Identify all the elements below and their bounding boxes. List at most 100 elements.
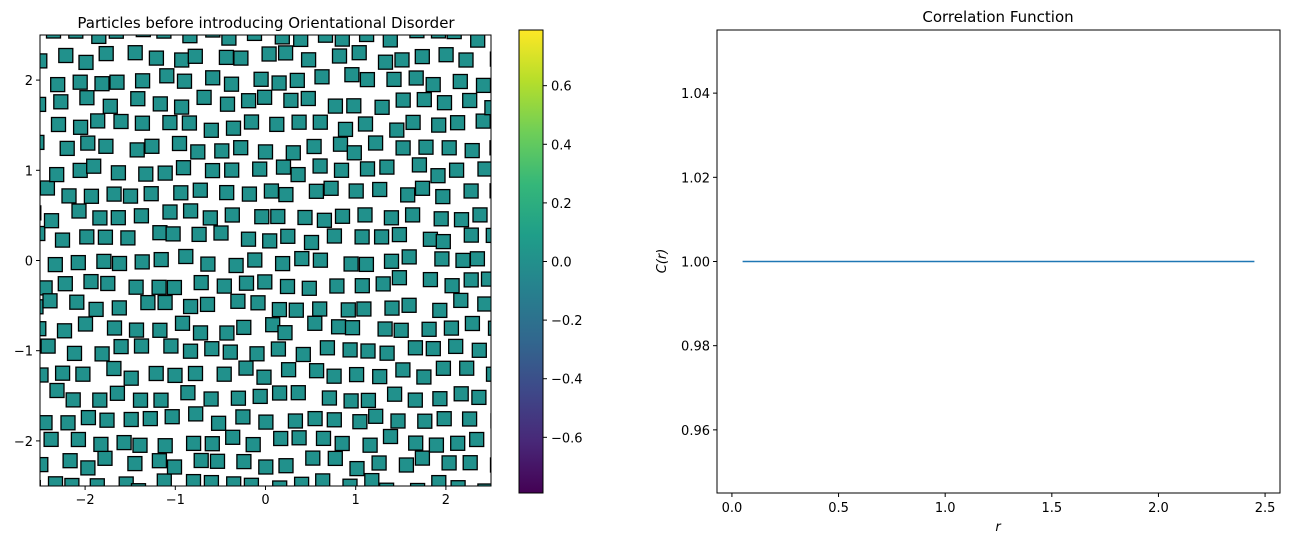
particle-marker <box>488 10 502 24</box>
particle-marker <box>157 165 173 181</box>
particle-marker <box>434 251 450 267</box>
particle-marker <box>395 92 411 108</box>
particle-marker <box>106 186 122 202</box>
particle-marker <box>290 166 306 183</box>
particle-marker <box>271 385 288 401</box>
particle-marker <box>214 143 230 159</box>
colorbar-tick-label: 0.2 <box>551 197 572 212</box>
particle-marker <box>289 72 305 89</box>
particle-marker <box>236 505 250 519</box>
particle-marker <box>143 186 159 202</box>
particle-marker <box>272 480 288 486</box>
particle-marker <box>122 188 139 204</box>
particle-marker <box>458 52 474 68</box>
particle-marker <box>110 210 126 226</box>
particle-marker <box>258 414 274 430</box>
particle-marker <box>173 99 190 115</box>
particle-marker <box>431 474 447 486</box>
particle-marker <box>314 69 330 85</box>
particle-marker <box>175 160 192 176</box>
particle-marker <box>269 116 285 133</box>
correlation-x-label: r <box>995 520 1002 535</box>
particle-marker <box>430 35 447 39</box>
particle-marker <box>450 480 466 486</box>
particle-marker <box>435 188 451 205</box>
correlation-x-tick-label: 1.5 <box>1041 501 1062 516</box>
particle-marker <box>224 162 240 178</box>
particle-marker <box>489 51 491 67</box>
particle-marker <box>123 370 139 386</box>
particle-marker <box>371 497 385 511</box>
particle-marker <box>127 455 143 472</box>
colorbar-tick-label: 0.4 <box>551 138 572 153</box>
particle-marker <box>127 45 143 61</box>
particle-marker <box>312 301 328 317</box>
particle-marker <box>111 255 128 272</box>
particle-marker <box>265 317 281 333</box>
particle-marker <box>462 455 478 471</box>
particle-marker <box>204 162 221 179</box>
particle-marker <box>233 50 249 66</box>
particle-marker <box>113 338 129 355</box>
particle-marker <box>448 338 464 355</box>
particle-marker <box>308 363 325 379</box>
particle-marker <box>178 248 194 265</box>
particle-marker <box>356 301 372 317</box>
particle-marker <box>40 321 47 337</box>
particle-marker <box>181 115 198 131</box>
particle-marker <box>192 182 208 198</box>
particle-marker <box>11 54 25 68</box>
particle-marker <box>233 140 249 156</box>
particle-marker <box>62 453 78 469</box>
particle-marker <box>450 435 466 451</box>
particle-marker <box>70 431 87 448</box>
particle-marker <box>80 409 97 426</box>
particles-x-tick-label: −2 <box>76 493 95 508</box>
correlation-x-tick-label: 2.5 <box>1255 501 1276 516</box>
particle-marker <box>400 187 416 203</box>
particle-marker <box>372 368 388 385</box>
particle-marker <box>471 342 487 358</box>
particle-marker <box>297 209 313 226</box>
particle-marker <box>430 168 446 184</box>
particle-marker <box>205 35 221 38</box>
particle-marker <box>192 325 209 341</box>
particle-marker <box>156 473 172 486</box>
particle-marker <box>433 211 449 227</box>
correlation-y-tick-label: 1.04 <box>681 87 710 102</box>
particle-marker <box>205 70 221 86</box>
particle-marker <box>441 455 457 471</box>
particle-marker <box>416 369 432 385</box>
particle-marker <box>334 35 350 47</box>
particle-marker <box>25 26 39 40</box>
particle-marker <box>33 499 47 513</box>
particle-marker <box>108 35 124 39</box>
particle-marker <box>502 479 516 493</box>
particle-marker <box>45 35 62 39</box>
particle-marker <box>359 161 376 177</box>
particle-marker <box>40 134 45 151</box>
particle-marker <box>116 434 132 451</box>
particle-marker <box>332 136 349 152</box>
particle-marker <box>134 115 151 131</box>
particle-marker <box>71 203 87 219</box>
particle-marker <box>142 410 158 427</box>
particle-marker <box>110 165 127 181</box>
particle-marker <box>504 406 518 420</box>
particle-marker <box>312 114 328 130</box>
particle-marker <box>470 35 486 48</box>
particles-y-tick-label: −2 <box>14 435 33 450</box>
particle-marker <box>199 296 216 313</box>
particle-marker <box>40 367 49 383</box>
particle-marker <box>307 315 323 331</box>
particle-marker <box>489 457 491 473</box>
particle-marker <box>12 454 26 468</box>
particle-marker <box>252 161 268 177</box>
particle-marker <box>357 116 374 132</box>
particle-marker <box>138 166 154 182</box>
particle-marker <box>398 457 415 473</box>
particles-y-tick-label: 0 <box>25 255 33 270</box>
particle-marker <box>24 384 38 398</box>
particle-marker <box>152 322 168 338</box>
particle-marker <box>256 369 272 385</box>
